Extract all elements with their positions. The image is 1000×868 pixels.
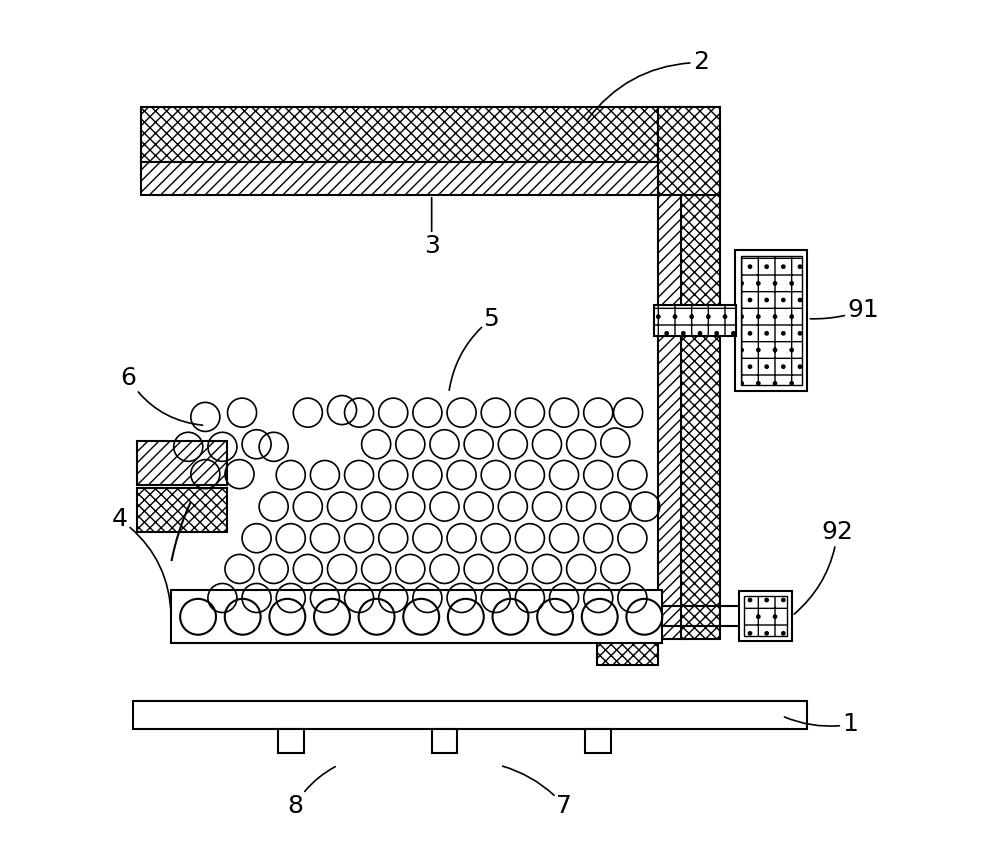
Bar	[133, 701, 807, 728]
Bar	[735, 250, 807, 391]
Text: 7: 7	[503, 766, 572, 818]
Bar	[141, 162, 714, 194]
Text: 92: 92	[794, 520, 853, 615]
Bar	[141, 107, 714, 162]
Text: 8: 8	[287, 766, 335, 818]
Bar	[741, 256, 802, 385]
Text: 3: 3	[424, 198, 440, 258]
Bar	[744, 596, 787, 635]
Bar	[681, 131, 720, 639]
Text: 5: 5	[449, 306, 499, 391]
Text: 2: 2	[587, 50, 709, 120]
Bar	[278, 728, 304, 753]
Bar	[658, 107, 720, 194]
Text: 1: 1	[784, 713, 858, 736]
Text: 4: 4	[112, 508, 171, 615]
Bar	[658, 131, 682, 639]
Bar	[585, 728, 611, 753]
Text: 6: 6	[120, 366, 203, 425]
Bar	[597, 639, 658, 665]
Bar	[171, 590, 662, 643]
Bar	[597, 598, 658, 639]
Text: 91: 91	[810, 298, 879, 322]
Bar	[137, 488, 227, 532]
Bar	[654, 306, 736, 336]
Bar	[739, 591, 792, 641]
Bar	[137, 441, 227, 485]
Bar	[432, 728, 457, 753]
